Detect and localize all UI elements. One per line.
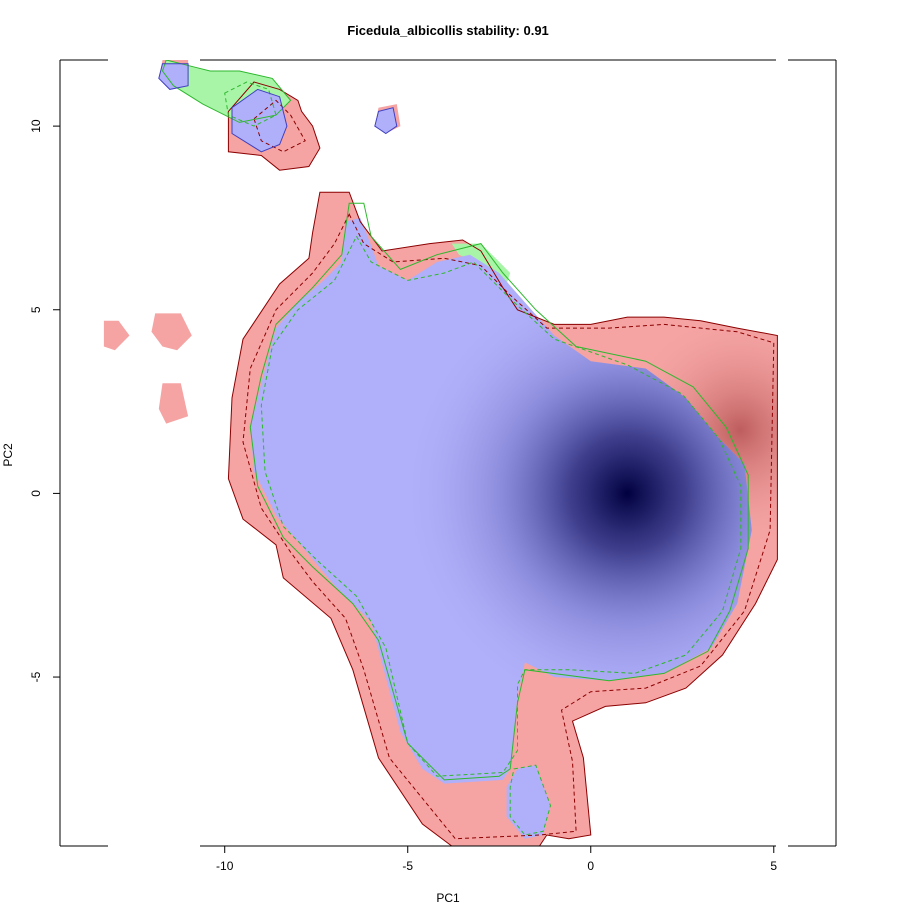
- range-loss-region: [103, 320, 130, 351]
- range-loss-region: [151, 313, 192, 351]
- x-tick-label: -5: [402, 859, 413, 873]
- density-peak: [250, 217, 752, 784]
- contour-red-solid: [227, 191, 778, 846]
- contour-green-solid: [249, 202, 749, 781]
- contour-blue-solid: [231, 88, 288, 153]
- x-tick-label: 5: [770, 859, 777, 873]
- chart-title: Ficedula_albicollis stability: 0.91: [347, 23, 549, 38]
- y-tick-label: 5: [29, 306, 43, 313]
- y-tick-label: 0: [29, 490, 43, 497]
- density-gradient: [250, 217, 752, 784]
- contour-red-dashed: [242, 213, 775, 840]
- stable-overlap-region: [506, 765, 551, 839]
- x-axis-label: PC1: [436, 891, 460, 905]
- contour-red-dashed: [253, 99, 306, 153]
- contour-blue-solid: [158, 63, 189, 90]
- y-axis: -5 0 5 10: [29, 119, 61, 682]
- y-tick-label: -5: [29, 671, 43, 682]
- contour-green-dashed: [509, 764, 552, 836]
- contour-blue-solid: [374, 107, 398, 135]
- contour-red-solid: [227, 81, 321, 171]
- x-tick-label: -10: [216, 859, 234, 873]
- range-loss-region: [158, 383, 189, 424]
- x-axis: -10 -5 0 5: [216, 845, 777, 873]
- stable-overlap-region: [158, 63, 189, 90]
- plot-area: [103, 60, 778, 846]
- x-tick-label: 0: [587, 859, 594, 873]
- contour-lines: [158, 60, 778, 846]
- stable-overlap-region: [374, 107, 397, 134]
- contour-green-dashed: [260, 235, 742, 777]
- contour-green-dashed: [224, 81, 277, 127]
- contour-green-solid: [161, 60, 292, 123]
- y-tick-label: 10: [29, 119, 43, 133]
- y-axis-label: PC2: [1, 443, 15, 467]
